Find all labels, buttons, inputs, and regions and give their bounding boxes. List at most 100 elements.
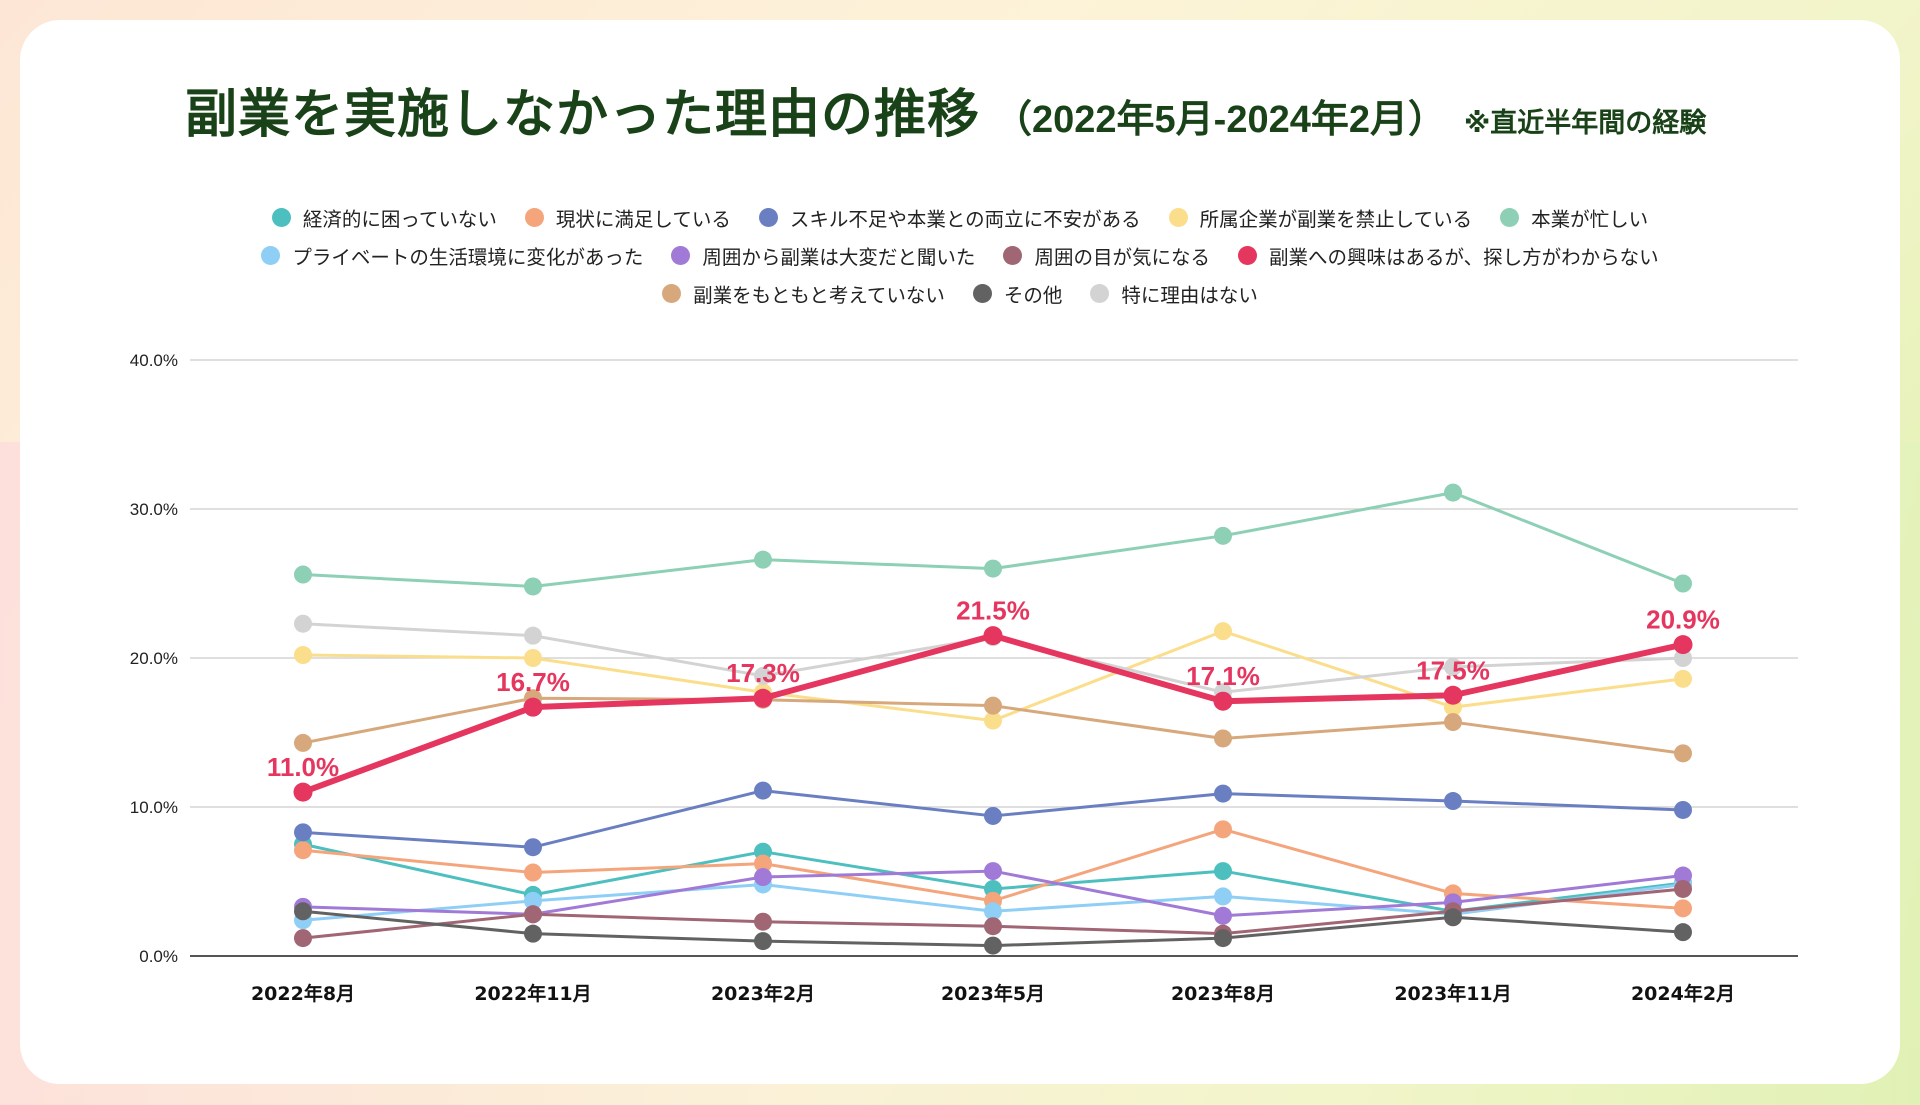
data-point[interactable]	[753, 688, 773, 708]
data-point[interactable]	[1673, 635, 1693, 655]
data-point[interactable]	[754, 666, 772, 685]
data-point[interactable]	[983, 626, 1003, 646]
data-point[interactable]	[524, 649, 542, 667]
legend-item[interactable]: 副業をもともと考えていない	[662, 279, 945, 308]
data-point[interactable]	[1444, 908, 1462, 927]
data-point[interactable]	[294, 614, 312, 633]
y-tick-label: 0.0%	[139, 947, 178, 966]
legend-item[interactable]: 経済的に困っていない	[271, 203, 497, 232]
data-point[interactable]	[523, 697, 543, 717]
legend-label: 周囲の目が気になる	[1034, 245, 1210, 269]
data-point[interactable]	[754, 781, 772, 800]
data-point[interactable]	[1444, 792, 1462, 811]
data-label: 17.5%	[1416, 655, 1490, 685]
data-point[interactable]	[1213, 691, 1233, 711]
legend-label: 副業をもともと考えていない	[693, 283, 945, 307]
legend-label: 特に理由はない	[1121, 283, 1258, 307]
legend-marker-icon	[1237, 245, 1257, 265]
legend-item[interactable]: 特に理由はない	[1090, 279, 1258, 308]
title-date-range: （2022年5月-2024年2月）	[994, 99, 1447, 141]
data-point[interactable]	[1214, 526, 1232, 545]
data-point[interactable]	[524, 905, 542, 924]
data-point[interactable]	[1674, 744, 1692, 763]
data-point[interactable]	[984, 936, 1002, 955]
data-point[interactable]	[524, 924, 542, 943]
data-point[interactable]	[1214, 862, 1232, 881]
legend-marker-icon	[1090, 283, 1110, 303]
data-point[interactable]	[1214, 929, 1232, 948]
data-point[interactable]	[1674, 574, 1692, 593]
data-point[interactable]	[984, 902, 1002, 921]
data-point[interactable]	[1674, 866, 1692, 885]
legend-marker-icon	[1003, 245, 1023, 265]
legend-label: 副業への興味はあるが、探し方がわからない	[1268, 245, 1659, 269]
data-point[interactable]	[294, 929, 312, 948]
data-point[interactable]	[1674, 899, 1692, 918]
legend-marker-icon	[271, 207, 291, 227]
data-point[interactable]	[1674, 669, 1692, 688]
data-point[interactable]	[984, 559, 1002, 578]
data-point[interactable]	[1443, 685, 1463, 705]
data-point[interactable]	[984, 862, 1002, 881]
y-tick-label: 10.0%	[130, 798, 178, 817]
legend-item[interactable]: 周囲の目が気になる	[1003, 241, 1210, 270]
data-point[interactable]	[754, 550, 772, 569]
legend-item[interactable]: スキル不足や本業との両立に不安がある	[758, 203, 1141, 232]
data-label: 16.7%	[496, 667, 570, 697]
data-point[interactable]	[524, 577, 542, 596]
x-tick-label: 2024年2月	[1631, 982, 1735, 1005]
legend-row: 副業をもともと考えていない その他 特に理由はない	[0, 274, 1920, 312]
data-point[interactable]	[294, 565, 312, 584]
legend-label: 所属企業が副業を禁止している	[1199, 207, 1473, 231]
legend-item[interactable]: プライベートの生活環境に変化があった	[261, 241, 643, 270]
data-point[interactable]	[1214, 887, 1232, 906]
data-point[interactable]	[754, 932, 772, 951]
data-point[interactable]	[1214, 622, 1232, 641]
data-point[interactable]	[524, 838, 542, 857]
data-point[interactable]	[754, 868, 772, 887]
data-point[interactable]	[984, 696, 1002, 715]
legend-item[interactable]: 現状に満足している	[524, 203, 731, 232]
data-label: 21.5%	[956, 596, 1030, 626]
legend-item[interactable]: 周囲から副業は大変だと聞いた	[671, 241, 975, 270]
data-point[interactable]	[754, 912, 772, 931]
title-main: 副業を実施しなかった理由の推移	[185, 85, 981, 145]
data-point[interactable]	[1444, 713, 1462, 732]
data-point[interactable]	[1214, 784, 1232, 803]
data-point[interactable]	[294, 841, 312, 860]
data-point[interactable]	[524, 891, 542, 910]
data-point[interactable]	[293, 782, 313, 802]
data-point[interactable]	[1674, 923, 1692, 942]
legend-marker-icon	[758, 207, 778, 227]
data-point[interactable]	[1214, 820, 1232, 839]
legend-label: 周囲から副業は大変だと聞いた	[702, 245, 976, 269]
data-point[interactable]	[1674, 649, 1692, 667]
data-label: 20.9%	[1646, 605, 1720, 635]
data-point[interactable]	[1444, 483, 1462, 502]
data-point[interactable]	[524, 863, 542, 882]
data-label: 17.1%	[1186, 661, 1260, 691]
x-tick-label: 2023年8月	[1171, 982, 1275, 1005]
data-point[interactable]	[1214, 906, 1232, 925]
data-point[interactable]	[294, 733, 312, 752]
data-point[interactable]	[1674, 800, 1692, 819]
data-point[interactable]	[294, 646, 312, 665]
data-point[interactable]	[984, 711, 1002, 730]
data-point[interactable]	[1674, 879, 1692, 898]
data-point[interactable]	[1444, 657, 1462, 676]
legend-item[interactable]: 本業が忙しい	[1500, 203, 1648, 232]
data-point[interactable]	[524, 626, 542, 645]
data-point[interactable]	[1214, 729, 1232, 748]
x-tick-label: 2023年11月	[1394, 982, 1511, 1005]
legend-marker-icon	[524, 207, 544, 227]
data-point[interactable]	[754, 854, 772, 873]
data-point[interactable]	[294, 823, 312, 842]
legend-label: 経済的に困っていない	[302, 207, 497, 231]
data-point[interactable]	[984, 917, 1002, 936]
legend-item[interactable]: その他	[972, 279, 1062, 308]
legend-item[interactable]: 副業への興味はあるが、探し方がわからない	[1237, 241, 1659, 270]
legend-row: プライベートの生活環境に変化があった 周囲から副業は大変だと聞いた 周囲の目が気にな…	[0, 236, 1920, 274]
data-point[interactable]	[984, 806, 1002, 825]
legend-item[interactable]: 所属企業が副業を禁止している	[1168, 203, 1473, 232]
data-point[interactable]	[294, 902, 312, 921]
